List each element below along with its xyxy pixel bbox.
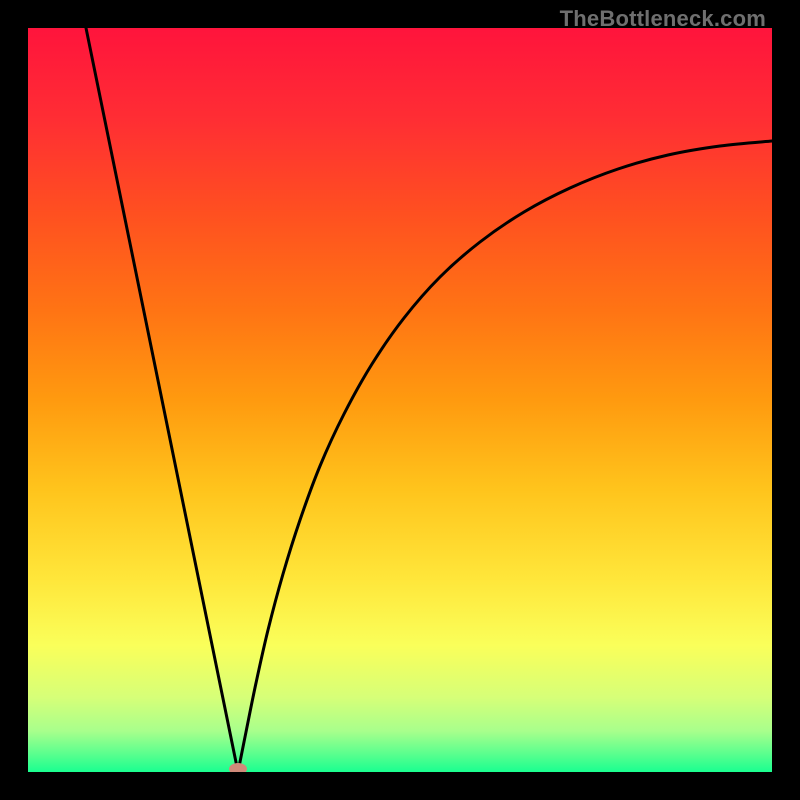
minimum-marker <box>229 763 247 772</box>
curve-left-branch <box>86 28 238 772</box>
chart-plot-area <box>28 28 772 772</box>
watermark-text: TheBottleneck.com <box>560 6 766 32</box>
curve-right-branch <box>238 141 772 772</box>
chart-svg <box>28 28 772 772</box>
